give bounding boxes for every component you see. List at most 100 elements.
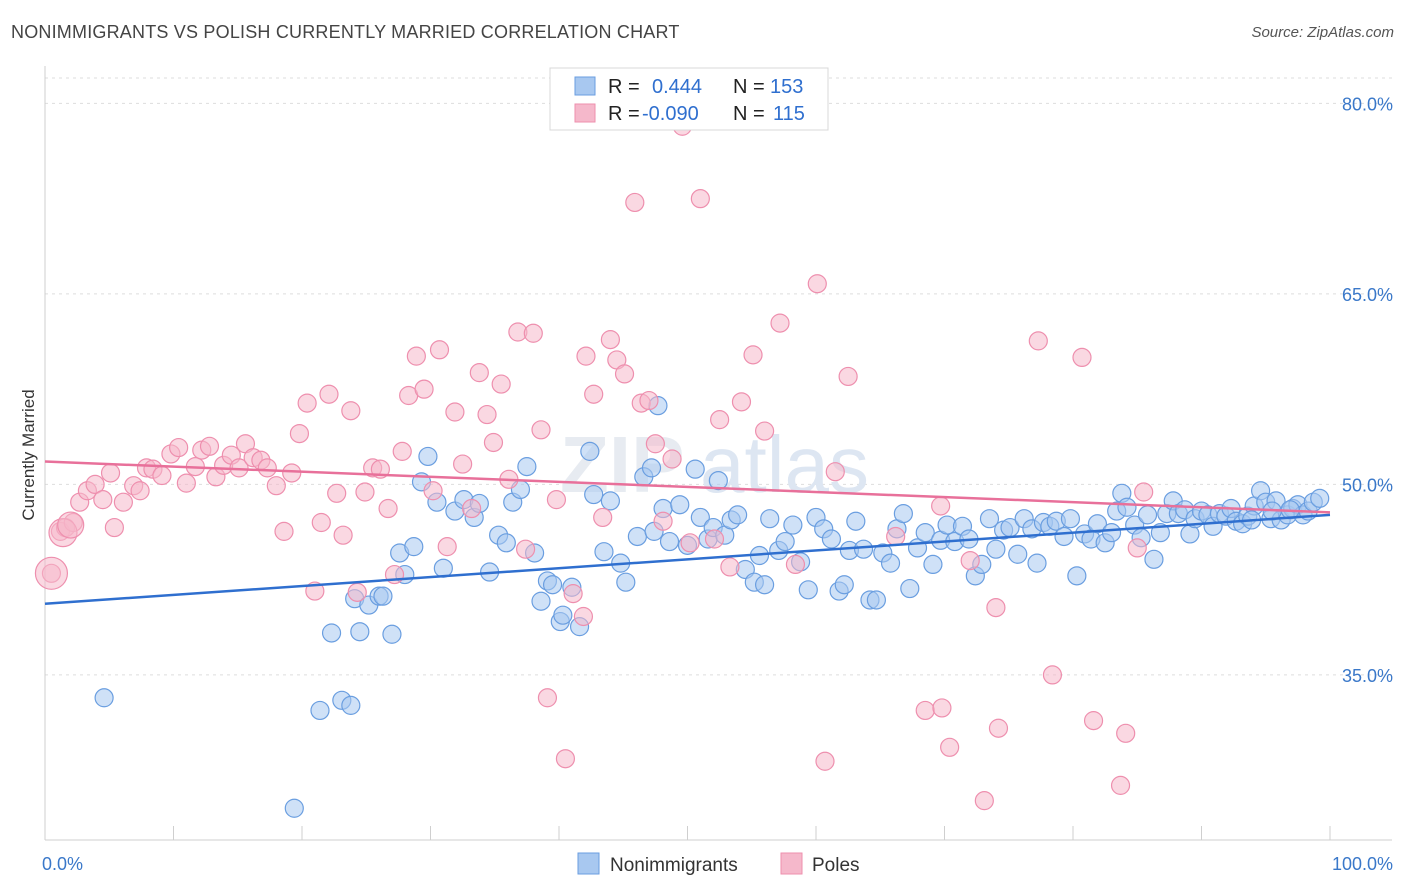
poles-point xyxy=(614,364,635,384)
nonimmigrants-point xyxy=(775,531,795,552)
poles-point xyxy=(625,192,645,213)
poles-point xyxy=(1116,723,1136,743)
legend-r-label-2: R = xyxy=(608,103,640,125)
poles-point-large xyxy=(57,511,85,539)
poles-point xyxy=(152,465,172,486)
nonimmigrants-point xyxy=(1087,514,1108,534)
nonimmigrants-point xyxy=(584,484,604,505)
poles-point xyxy=(731,392,752,412)
poles-point xyxy=(333,525,353,545)
legend-n-label-2: N = xyxy=(733,103,765,125)
poles-point xyxy=(319,384,339,404)
poles-point xyxy=(720,557,740,577)
bottom-legend-swatch-poles xyxy=(780,852,803,875)
poles-point xyxy=(563,584,583,604)
y-tick-labels: 35.0% 50.0% 65.0% 80.0% xyxy=(1342,94,1393,686)
nonimmigrants-point xyxy=(350,622,370,642)
nonimmigrants-point xyxy=(821,529,842,549)
nonimmigrants-point xyxy=(1144,549,1164,569)
poles-point xyxy=(576,346,596,366)
y-tick-label-0: 35.0% xyxy=(1342,666,1393,686)
poles-point xyxy=(483,432,504,453)
poles-point xyxy=(1127,538,1147,558)
nonimmigrants-point xyxy=(382,624,402,644)
poles-point xyxy=(537,688,558,708)
nonimmigrants-point xyxy=(690,507,710,528)
nonimmigrants-point xyxy=(404,537,424,557)
legend-n-value-1: 153 xyxy=(770,76,803,98)
poles-point xyxy=(1042,665,1063,685)
legend-n-value-2: 115 xyxy=(773,103,805,125)
nonimmigrants-point xyxy=(627,526,647,547)
trendline-poles xyxy=(44,460,1331,514)
poles-point xyxy=(940,737,960,757)
nonimmigrants-point xyxy=(853,539,874,559)
bottom-legend-label-poles: Poles xyxy=(812,855,860,876)
poles-point xyxy=(1110,775,1131,795)
nonimmigrants-point xyxy=(834,575,854,595)
poles-point xyxy=(104,517,124,538)
poles-point xyxy=(931,496,951,516)
poles-point xyxy=(130,481,150,501)
poles-point xyxy=(546,490,567,510)
poles-point xyxy=(85,474,105,494)
x-tick-label-0: 0.0% xyxy=(42,854,83,874)
nonimmigrants-point xyxy=(594,542,614,562)
series-poles-points xyxy=(34,116,1154,811)
poles-point xyxy=(341,401,361,421)
poles-point xyxy=(257,458,277,478)
nonimmigrants-point xyxy=(880,553,901,573)
nonimmigrants-point xyxy=(341,695,361,715)
poles-point xyxy=(653,511,673,531)
poles-point xyxy=(1072,347,1092,367)
poles-point xyxy=(986,597,1006,618)
poles-point xyxy=(662,449,682,469)
poles-point xyxy=(573,606,594,627)
poles-point xyxy=(600,330,621,350)
legend-r-value-2: -0.090 xyxy=(642,103,699,125)
poles-point xyxy=(289,424,310,444)
nonimmigrants-point xyxy=(866,590,886,610)
poles-point xyxy=(199,436,220,456)
legend-r-value-1: 0.444 xyxy=(652,76,702,98)
chart-title: NONIMMIGRANTS VS POLISH CURRENTLY MARRIE… xyxy=(11,22,680,42)
poles-point xyxy=(785,554,806,575)
nonimmigrants-point xyxy=(1067,566,1087,586)
bottom-legend: Nonimmigrants Poles xyxy=(577,852,860,876)
legend-r-label-1: R = xyxy=(608,76,640,98)
nonimmigrants-point xyxy=(979,509,1000,529)
poles-point xyxy=(960,550,980,571)
legend: R = 0.444 N = 153 R = -0.090 N = 115 xyxy=(549,67,829,131)
nonimmigrants-point xyxy=(708,470,728,491)
poles-point xyxy=(584,384,604,404)
poles-point xyxy=(169,437,189,458)
poles-point xyxy=(515,539,536,559)
nonimmigrants-point xyxy=(900,578,920,599)
poles-point xyxy=(690,189,710,209)
nonimmigrants-point xyxy=(600,491,621,511)
poles-point xyxy=(974,791,994,811)
nonimmigrants-point xyxy=(553,605,573,625)
poles-point xyxy=(477,404,497,425)
nonimmigrants-point xyxy=(1117,497,1137,517)
y-tick-label-2: 65.0% xyxy=(1342,285,1393,305)
poles-point xyxy=(414,379,434,399)
trend-lines xyxy=(44,460,1331,606)
poles-point xyxy=(297,393,317,413)
poles-point xyxy=(437,537,457,557)
nonimmigrants-point xyxy=(685,459,705,479)
nonimmigrants-point xyxy=(284,798,304,818)
nonimmigrants-point xyxy=(373,586,393,606)
poles-point xyxy=(815,751,835,771)
poles-point xyxy=(469,363,489,383)
poles-point xyxy=(838,366,858,387)
poles-point xyxy=(704,529,725,549)
nonimmigrants-point xyxy=(923,554,943,575)
poles-point xyxy=(378,498,398,519)
poles-point xyxy=(645,434,665,454)
y-axis-label: Currently Married xyxy=(19,389,38,520)
nonimmigrants-point xyxy=(659,531,680,552)
legend-box xyxy=(549,67,829,131)
poles-point xyxy=(523,323,543,343)
